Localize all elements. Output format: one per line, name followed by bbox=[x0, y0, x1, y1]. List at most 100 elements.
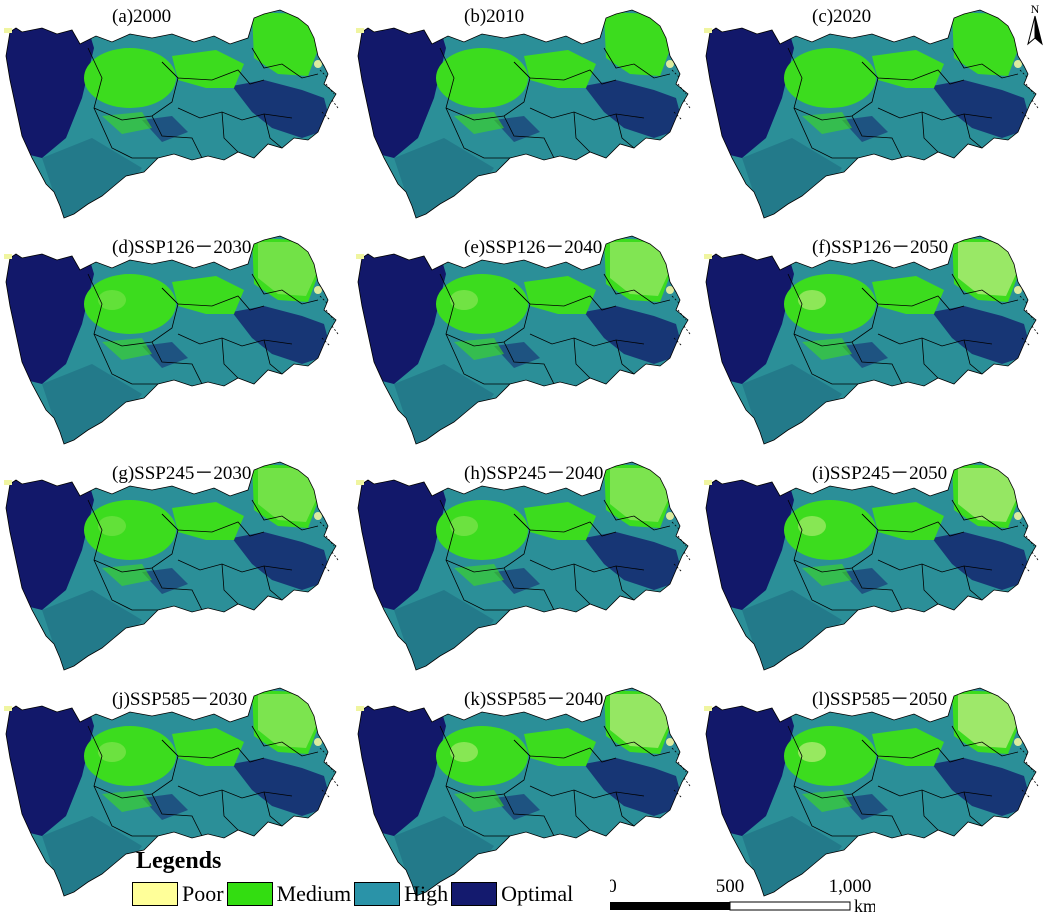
province-boundary bbox=[963, 565, 983, 601]
legend-label-high: High bbox=[404, 881, 449, 906]
poor-zone bbox=[258, 242, 318, 296]
legend-swatch-high bbox=[354, 882, 401, 906]
province-boundary bbox=[445, 333, 510, 385]
optimal-zone bbox=[6, 462, 94, 610]
panel-title: (g)SSP245－2030 bbox=[112, 463, 252, 484]
optimal-zone bbox=[6, 688, 94, 836]
province-boundary bbox=[503, 115, 555, 159]
province-boundary bbox=[251, 47, 319, 79]
habitat-map bbox=[4, 461, 339, 671]
province-boundary bbox=[787, 47, 879, 121]
optimal-zone bbox=[842, 568, 888, 594]
poor-zone bbox=[1014, 738, 1022, 746]
coast-islands bbox=[671, 747, 691, 799]
optimal-zone bbox=[584, 758, 684, 816]
legend-label-poor: Poor bbox=[182, 881, 224, 906]
legend-item-optimal: Optimal bbox=[451, 881, 573, 907]
medium-zone bbox=[604, 12, 672, 76]
region-outline bbox=[357, 235, 689, 445]
province-boundary bbox=[93, 107, 158, 159]
map-panel: (h)SSP245－2040 bbox=[354, 460, 702, 678]
optimal-zone bbox=[706, 462, 794, 610]
optimal-zone bbox=[142, 342, 188, 368]
province-boundary bbox=[787, 273, 879, 347]
province-boundary bbox=[177, 107, 293, 121]
legend-item-poor: Poor bbox=[132, 881, 224, 907]
panel-title: (b)2010 bbox=[464, 6, 525, 27]
poor-zone bbox=[666, 738, 674, 746]
poor-zone bbox=[258, 694, 318, 748]
region-outline bbox=[705, 687, 1037, 897]
medium-zone bbox=[252, 12, 320, 76]
province-boundary bbox=[151, 115, 203, 159]
poor-zone bbox=[1014, 286, 1022, 294]
poor-zone bbox=[314, 286, 322, 294]
panel-title: (a)2000 bbox=[112, 6, 172, 27]
panel-title: (j)SSP585－2030 bbox=[112, 689, 248, 710]
poor-zone bbox=[314, 60, 322, 68]
coast-islands bbox=[671, 69, 691, 121]
coast-islands bbox=[319, 295, 339, 347]
panel-title: (c)2020 bbox=[812, 6, 872, 27]
region-outline bbox=[705, 235, 1037, 445]
province-boundary bbox=[445, 785, 510, 837]
optimal-zone bbox=[584, 80, 684, 138]
coast-islands bbox=[1019, 521, 1039, 573]
province-boundary bbox=[529, 559, 645, 573]
poor-zone bbox=[610, 694, 670, 748]
coast-islands bbox=[319, 747, 339, 799]
province-boundary bbox=[851, 793, 903, 837]
province-boundary bbox=[793, 785, 858, 837]
map-panel: (c)2020 bbox=[702, 6, 1045, 226]
poor-zone bbox=[356, 254, 364, 259]
legend: Poor Medium High Optimal bbox=[132, 880, 576, 908]
province-boundary bbox=[529, 333, 645, 347]
panel-title: (f)SSP126－2050 bbox=[812, 237, 949, 258]
province-boundary bbox=[221, 789, 239, 831]
province-boundary bbox=[963, 791, 983, 827]
province-boundary bbox=[529, 107, 645, 121]
poor-zone bbox=[666, 60, 674, 68]
legend-swatch-medium bbox=[226, 882, 273, 906]
coast-islands bbox=[319, 69, 339, 121]
poor-zone bbox=[704, 706, 712, 711]
poor-zone bbox=[666, 512, 674, 520]
medium-zone bbox=[436, 500, 528, 560]
province-boundary bbox=[221, 337, 239, 379]
province-boundary bbox=[963, 339, 983, 375]
poor-zone bbox=[356, 28, 364, 33]
region-outline bbox=[357, 461, 689, 671]
province-boundary bbox=[603, 725, 671, 757]
map-panel: (d)SSP126－2030 bbox=[2, 234, 350, 452]
optimal-zone bbox=[6, 236, 94, 384]
province-boundary bbox=[503, 793, 555, 837]
province-boundary bbox=[877, 107, 993, 121]
province-boundary bbox=[861, 739, 965, 763]
map-panel: (e)SSP126－2040 bbox=[354, 234, 702, 452]
optimal-zone bbox=[706, 688, 794, 836]
province-boundary bbox=[951, 725, 1019, 757]
scale-bar: 0 500 1,000 km bbox=[610, 878, 875, 913]
north-arrow-icon: N bbox=[1027, 2, 1043, 46]
province-boundary bbox=[151, 341, 203, 385]
province-boundary bbox=[263, 565, 283, 601]
poor-zone bbox=[798, 290, 826, 310]
optimal-zone bbox=[358, 688, 446, 836]
province-boundary bbox=[177, 559, 293, 573]
medium-zone bbox=[784, 726, 876, 786]
habitat-map bbox=[356, 687, 691, 897]
province-boundary bbox=[851, 567, 903, 611]
medium-zone bbox=[784, 500, 876, 560]
panel-title: (d)SSP126－2030 bbox=[112, 237, 252, 258]
poor-zone bbox=[704, 254, 712, 259]
map-panel: (l)SSP585－2050 bbox=[702, 686, 1045, 904]
poor-zone bbox=[450, 290, 478, 310]
province-boundary bbox=[603, 47, 671, 79]
medium-zone bbox=[436, 726, 528, 786]
province-boundary bbox=[87, 273, 179, 347]
optimal-zone bbox=[232, 306, 332, 364]
poor-zone bbox=[4, 706, 12, 711]
province-boundary bbox=[573, 111, 591, 153]
map-panel: (b)2010 bbox=[354, 6, 702, 226]
province-boundary bbox=[503, 567, 555, 611]
